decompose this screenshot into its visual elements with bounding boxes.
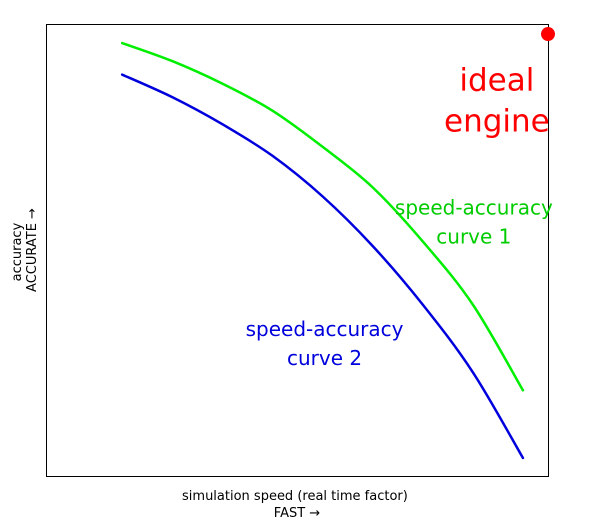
annotation-line: curve 2 [287, 346, 362, 370]
x-axis-label-line-2: FAST → [274, 506, 321, 521]
point-layer [541, 27, 555, 42]
annotation-line: speed-accuracy [395, 195, 553, 219]
y-axis-label-line-1: accuracy [10, 222, 25, 281]
annotation-line: curve 1 [436, 224, 511, 248]
series-line-speed-accuracy-curve-2 [120, 73, 525, 460]
annotation-line: engine [444, 103, 550, 139]
annotation-line: speed-accuracy [246, 317, 404, 341]
annotation-ideal-engine: ideal engine [444, 62, 550, 139]
x-axis-label-line-1: simulation speed (real time factor) [182, 489, 408, 504]
series-line-speed-accuracy-curve-1 [120, 41, 525, 392]
annotation-line: ideal [459, 62, 534, 98]
annotation-speed-accuracy-curve-2: speed-accuracy curve 2 [246, 317, 404, 370]
y-axis-label-line-2: ACCURATE → [25, 208, 40, 292]
annotation-speed-accuracy-curve-1: speed-accuracy curve 1 [395, 195, 553, 248]
y-axis-label: accuracy ACCURATE → [10, 208, 40, 292]
series-layer [120, 41, 525, 460]
plot-area [46, 24, 549, 477]
x-axis-label: simulation speed (real time factor) FAST… [182, 489, 412, 521]
data-point-ideal-engine [541, 27, 555, 42]
